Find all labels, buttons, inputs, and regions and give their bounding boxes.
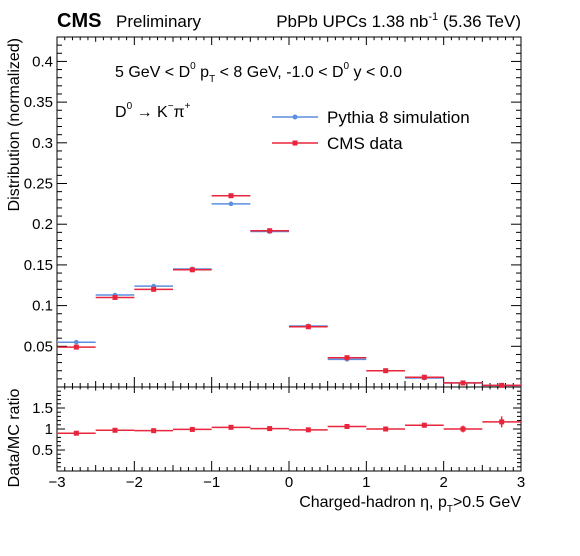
x-tick-label: 1 <box>362 474 370 491</box>
data-point <box>421 374 427 380</box>
data-point <box>73 344 79 350</box>
data-point <box>151 286 157 292</box>
decay-label: D0 → K−π+ <box>115 101 191 121</box>
ratio-point <box>305 427 311 433</box>
x-axis-title: Charged-hadron η, pT>0.5 GeV <box>299 494 521 515</box>
legend-pythia-marker <box>292 114 298 120</box>
data-point <box>499 382 505 388</box>
ratio-point <box>499 419 505 425</box>
ratio-point <box>421 422 427 428</box>
ratio-y-tick-label: 1 <box>45 421 53 438</box>
y-tick-label: 0.15 <box>24 257 53 274</box>
legend-data-label: CMS data <box>327 134 403 153</box>
ratio-point <box>112 427 118 433</box>
x-tick-label: 3 <box>517 474 525 491</box>
pythia-point <box>228 201 234 207</box>
y-tick-label: 0.4 <box>32 53 53 70</box>
y-tick-label: 0.3 <box>32 135 53 152</box>
lumi-label: PbPb UPCs 1.38 nb-1 (5.36 TeV) <box>276 11 521 31</box>
ratio-point <box>151 428 157 434</box>
ratio-point <box>344 423 350 429</box>
data-point <box>460 380 466 386</box>
ratio-point <box>228 424 234 430</box>
ratio-point <box>189 426 195 432</box>
ratio-point <box>267 426 273 432</box>
y-tick-label: 0.25 <box>24 176 53 193</box>
data-point <box>383 368 389 374</box>
ratio-y-axis-title: Data/MC ratio <box>6 389 23 488</box>
legend-data-marker <box>292 140 298 146</box>
x-tick-label: −2 <box>126 474 143 491</box>
y-axis-title: Distribution (normalized) <box>6 38 23 211</box>
data-point <box>189 267 195 273</box>
ratio-y-tick-label: 1.5 <box>32 400 53 417</box>
y-tick-label: 0.1 <box>32 298 53 315</box>
data-point <box>228 193 234 199</box>
main-plot-frame <box>56 36 522 388</box>
data-point <box>112 294 118 300</box>
x-tick-label: 0 <box>285 474 293 491</box>
ratio-point <box>383 426 389 432</box>
data-point <box>344 355 350 361</box>
x-tick-label: −3 <box>48 474 65 491</box>
data-point <box>267 228 273 234</box>
x-tick-label: 2 <box>439 474 447 491</box>
preliminary-label: Preliminary <box>116 12 202 31</box>
data-point <box>305 324 311 330</box>
cms-label: CMS <box>57 10 101 32</box>
x-tick-label: −1 <box>203 474 220 491</box>
pythia-point <box>74 339 79 345</box>
y-tick-label: 0.2 <box>32 216 53 233</box>
kinematics-label: 5 GeV < D0 pT < 8 GeV, -1.0 < D0 y < 0.0 <box>115 61 402 85</box>
ratio-point <box>73 430 79 436</box>
ratio-point <box>460 426 466 432</box>
y-tick-label: 0.05 <box>24 338 53 355</box>
legend-pythia-label: Pythia 8 simulation <box>327 108 470 127</box>
legend-item-pythia: Pythia 8 simulation <box>272 108 470 127</box>
legend: Pythia 8 simulation CMS data <box>272 108 470 153</box>
ratio-y-tick-label: 0.5 <box>32 442 53 459</box>
y-tick-label: 0.35 <box>24 94 53 111</box>
legend-item-cms-data: CMS data <box>272 134 403 153</box>
